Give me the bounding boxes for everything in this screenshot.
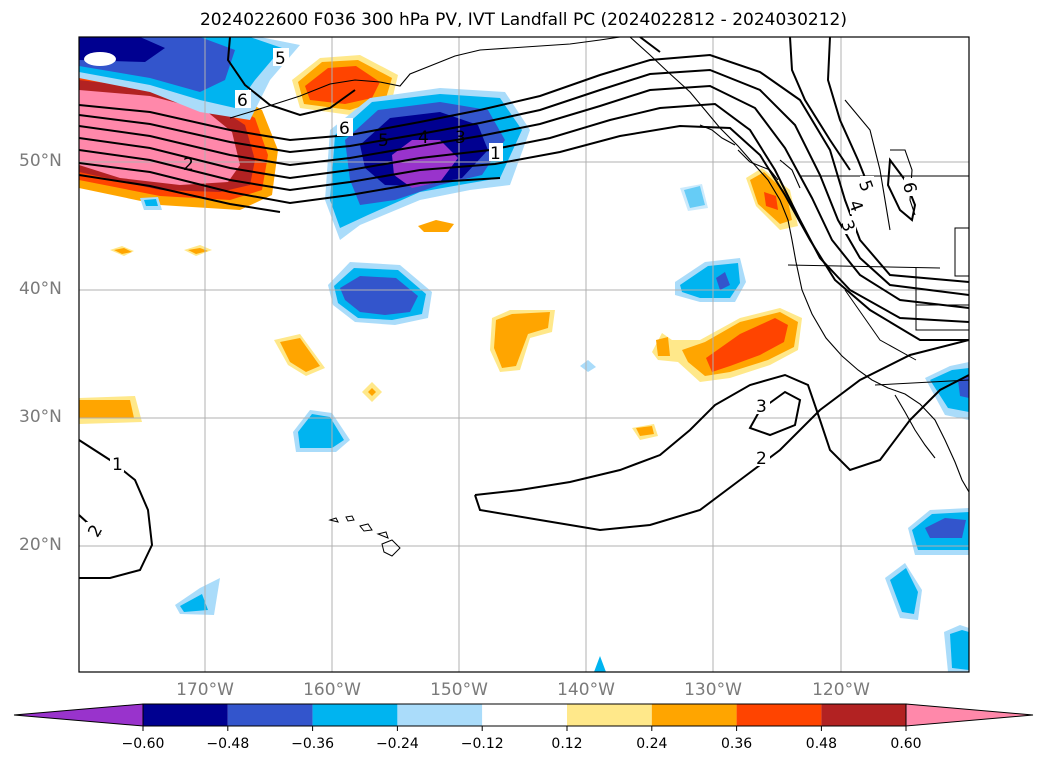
- colorbar-segment: [651, 704, 737, 726]
- anomaly-positive-small-1: [418, 220, 454, 232]
- lon-label-120w: 120°W: [812, 680, 870, 700]
- contour-label: 2: [183, 155, 194, 175]
- colorbar-tick-label: −0.48: [206, 736, 250, 752]
- colorbar-tick-label: 0.12: [551, 736, 583, 752]
- colorbar-segment: [312, 704, 398, 726]
- colorbar-segment: [13, 703, 144, 727]
- colorbar-tick-label: −0.36: [291, 736, 335, 752]
- colorbar-segment: [143, 704, 228, 726]
- map-title: 2024022600 F036 300 hPa PV, IVT Landfall…: [199, 10, 847, 30]
- colorbar-segment: [482, 704, 567, 726]
- lat-label-30n: 30°N: [19, 407, 62, 427]
- map-frame: [78, 36, 970, 673]
- contour-label: 3: [756, 397, 767, 417]
- contour-label-group: 5 6 6 2 5 4 3 1 5 4 3 6 3 2 1 2: [84, 48, 920, 541]
- colorbar-tick-label: −0.60: [121, 736, 165, 752]
- lon-label-170w: 170°W: [176, 680, 234, 700]
- colorbar-tick-label: 0.60: [890, 736, 922, 752]
- contour-label: 4: [418, 128, 429, 148]
- colorbar-segment: [905, 703, 1034, 727]
- colorbar-tick-label: 0.48: [805, 736, 837, 752]
- colorbar-segment: [227, 704, 313, 726]
- colorbar-tick-label: 0.36: [721, 736, 753, 752]
- colorbar-segment: [397, 704, 483, 726]
- lat-label-40n: 40°N: [19, 279, 62, 299]
- contour-label: 1: [490, 144, 501, 164]
- colorbar-segment: [736, 704, 822, 726]
- colorbar: [13, 703, 1034, 731]
- colorbar-tick-label: −0.24: [375, 736, 419, 752]
- contour-label: 6: [339, 119, 350, 139]
- contour-label: 5: [378, 131, 389, 151]
- coastlines: [229, 37, 969, 493]
- colorbar-tick-label: 0.24: [636, 736, 668, 752]
- lon-label-140w: 140°W: [557, 680, 615, 700]
- colorbar-segment: [567, 704, 652, 726]
- colorbar-segment: [821, 704, 907, 726]
- lon-label-150w: 150°W: [430, 680, 488, 700]
- colorbar-tick-label: −0.12: [460, 736, 504, 752]
- contour-label: 3: [455, 128, 466, 148]
- contour-label: 5: [275, 49, 286, 69]
- lat-lon-grid: [79, 37, 969, 672]
- lon-label-130w: 130°W: [684, 680, 742, 700]
- contour-lines: [79, 37, 969, 579]
- contour-label: 6: [898, 181, 920, 195]
- contour-label: 1: [112, 455, 123, 475]
- lat-label-50n: 50°N: [19, 151, 62, 171]
- borders: [787, 175, 969, 386]
- contour-label: 6: [237, 91, 248, 111]
- lat-label-20n: 20°N: [19, 535, 62, 555]
- contour-label: 2: [756, 449, 767, 469]
- hawaiian-islands: [328, 515, 401, 557]
- lon-label-160w: 160°W: [303, 680, 361, 700]
